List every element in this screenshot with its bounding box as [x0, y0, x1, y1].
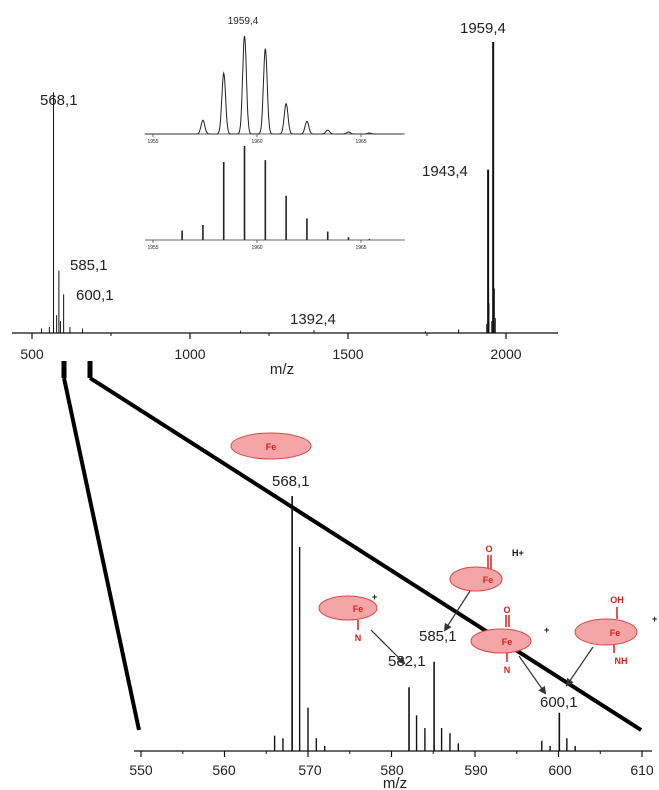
zoom-line-left — [62, 377, 141, 731]
bottom-tick-label-550: 550 — [129, 762, 153, 778]
inset-lower-stick-group — [181, 146, 371, 240]
inset-upper-tick-1960: 1960 — [251, 139, 262, 145]
top-x-tick-group — [31, 333, 507, 339]
fe-nitrido-structure: Fe N + — [318, 592, 406, 665]
charge-label: + — [544, 625, 549, 635]
inset-lower-tick-1955: 1955 — [147, 245, 158, 251]
annotation-arrow — [518, 655, 547, 695]
charge-label: + — [652, 614, 657, 624]
bottom-tick-label-570: 570 — [298, 762, 322, 778]
fe-disk — [574, 618, 638, 646]
top-spectrum: 500 1000 1500 2000 m/z 568,1 585,1 600,1… — [12, 20, 558, 378]
fe-label: Fe — [353, 604, 364, 614]
fe-disk — [470, 628, 532, 654]
top-peak-label-568: 568,1 — [40, 92, 78, 109]
top-x-axis-title: m/z — [270, 361, 294, 378]
nitrido-label: N — [355, 633, 362, 643]
bottom-spectrum: 550 560 570 580 590 600 610 m/z 568,1 58… — [129, 473, 654, 790]
charge-label: + — [372, 592, 377, 602]
top-peak-label-1943: 1943,4 — [422, 163, 468, 180]
bottom-tick-label-580: 580 — [380, 762, 404, 778]
bottom-tick-label-600: 600 — [548, 762, 572, 778]
top-peak-label-1959: 1959,4 — [460, 20, 506, 37]
bottom-peak-group — [273, 496, 576, 751]
fe-disk — [318, 595, 378, 621]
top-peak-label-600: 600,1 — [76, 287, 114, 304]
top-tick-label-1500: 1500 — [332, 346, 363, 362]
inset-upper-tick-group — [152, 134, 362, 137]
inset-upper-tick-1965: 1965 — [355, 139, 366, 145]
bottom-peak-label-582: 582,1 — [388, 653, 426, 670]
top-tick-label-500: 500 — [20, 346, 44, 362]
fe-disk — [449, 566, 503, 592]
hydroxo-label: OH — [610, 595, 624, 605]
bottom-peak-label-600: 600,1 — [540, 694, 578, 711]
fe-oxo-nitrido-structure: O Fe N + — [470, 605, 549, 695]
zoom-connector — [61, 361, 643, 732]
fe-label: Fe — [266, 442, 277, 452]
isotope-inset: 1959,4 1955 1960 1965 1955 1960 1965 — [144, 16, 405, 251]
zoom-line-right — [88, 376, 643, 732]
bottom-tick-label-560: 560 — [212, 762, 236, 778]
fe-label: Fe — [610, 628, 621, 638]
bottom-tick-label-590: 590 — [464, 762, 488, 778]
top-tick-label-1000: 1000 — [174, 346, 205, 362]
inset-lower-tick-1960: 1960 — [251, 245, 262, 251]
fe-hydroxo-amido-structure: OH Fe NH + — [565, 595, 657, 687]
annotation-arrow — [370, 629, 406, 665]
inset-upper-profile — [144, 35, 403, 135]
annotation-arrow — [443, 590, 471, 632]
bottom-tick-label-610: 610 — [630, 762, 654, 778]
fe-disk — [230, 432, 312, 460]
fe-structure-1: Fe — [230, 432, 312, 460]
charge-label: H+ — [512, 548, 524, 558]
inset-title: 1959,4 — [228, 16, 259, 27]
amido-label: NH — [615, 656, 628, 666]
fe-oxo-structure: O Fe H+ — [443, 544, 524, 632]
top-peak-label-1392: 1392,4 — [290, 311, 336, 328]
fe-label: Fe — [502, 637, 513, 647]
oxo-label: O — [485, 544, 492, 554]
nitrido-label: N — [504, 665, 511, 675]
inset-lower-tick-group — [152, 240, 362, 243]
inset-lower-tick-1965: 1965 — [355, 245, 366, 251]
top-peak-label-585: 585,1 — [70, 257, 108, 274]
fe-label: Fe — [483, 575, 494, 585]
top-tick-label-2000: 2000 — [490, 346, 521, 362]
oxo-label: O — [503, 605, 510, 615]
bottom-peak-label-568: 568,1 — [272, 473, 310, 490]
annotation-arrow — [565, 646, 594, 687]
bottom-peak-label-585: 585,1 — [419, 628, 457, 645]
top-peak-group — [40, 41, 496, 333]
bottom-x-tick-group — [140, 751, 643, 757]
bottom-x-axis-title: m/z — [383, 775, 407, 790]
inset-upper-tick-1955: 1955 — [147, 139, 158, 145]
